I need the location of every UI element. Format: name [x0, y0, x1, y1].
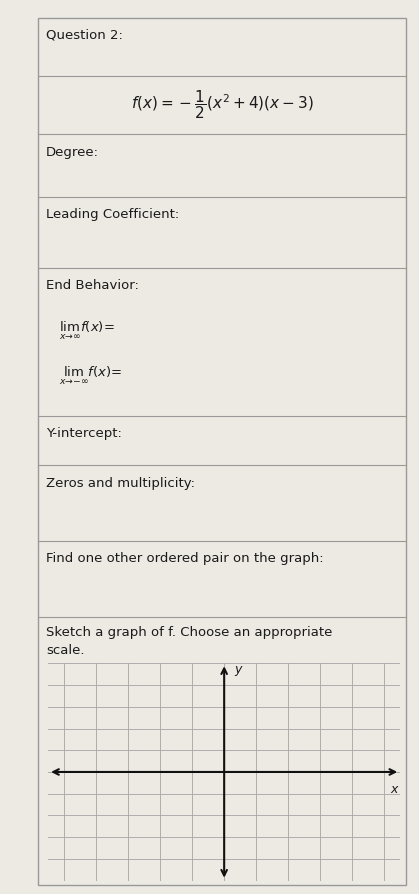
Text: Y-intercept:: Y-intercept:	[46, 427, 122, 441]
Text: End Behavior:: End Behavior:	[46, 279, 139, 292]
Bar	[38, 18, 406, 885]
Text: Degree:: Degree:	[46, 146, 99, 159]
Text: Question 2:: Question 2:	[46, 29, 123, 42]
Text: Leading Coefficient:: Leading Coefficient:	[46, 208, 179, 222]
Text: $x$: $x$	[391, 783, 400, 796]
Text: scale.: scale.	[46, 644, 85, 657]
Text: $\lim_{x\to -\infty} f(x) =$: $\lim_{x\to -\infty} f(x) =$	[59, 365, 122, 387]
Text: $\lim_{x\to\infty} f(x) =$: $\lim_{x\to\infty} f(x) =$	[59, 320, 114, 342]
Text: $f(x) = -\dfrac{1}{2}(x^2 + 4)(x - 3)$: $f(x) = -\dfrac{1}{2}(x^2 + 4)(x - 3)$	[131, 89, 313, 122]
Text: $y$: $y$	[234, 664, 243, 679]
Text: Find one other ordered pair on the graph:: Find one other ordered pair on the graph…	[46, 552, 324, 566]
Text: Zeros and multiplicity:: Zeros and multiplicity:	[46, 477, 195, 490]
Text: Sketch a graph of f. Choose an appropriate: Sketch a graph of f. Choose an appropria…	[46, 626, 332, 639]
